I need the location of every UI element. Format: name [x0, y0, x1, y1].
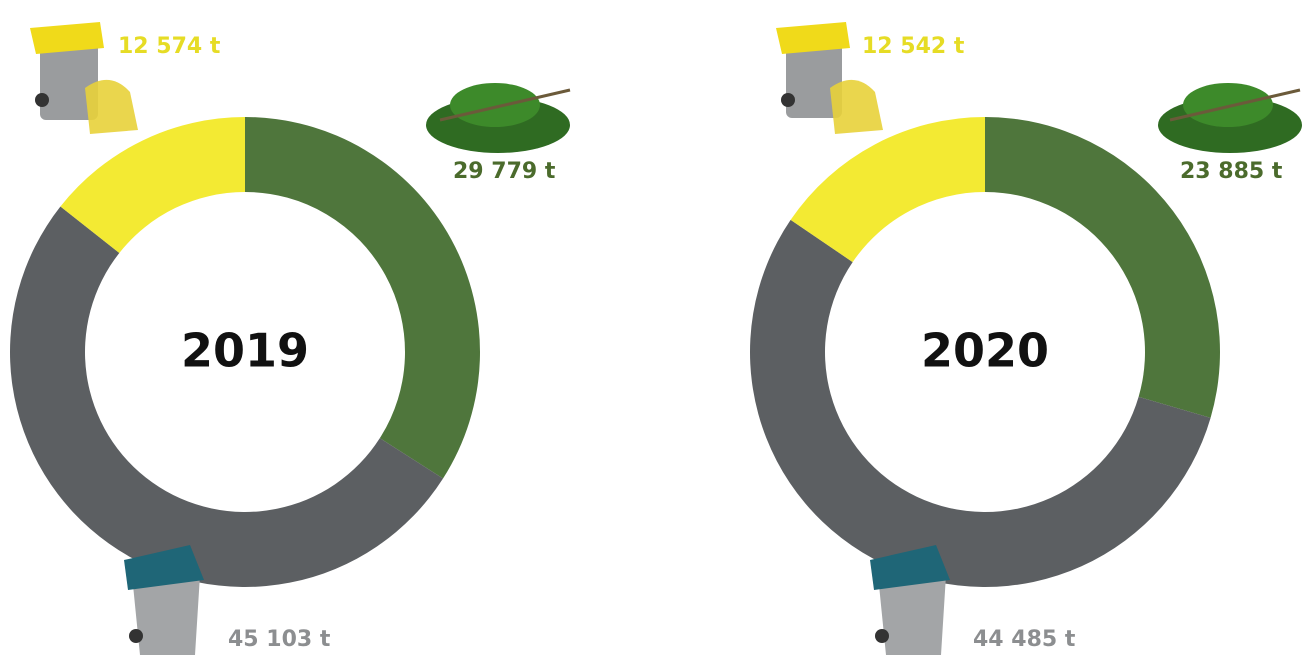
value-label: 23 885 t [1180, 159, 1283, 184]
chart-title: 2020 [921, 324, 1049, 378]
green-waste-icon [426, 83, 570, 153]
value-label: 29 779 t [453, 159, 556, 184]
donut-segment [10, 207, 443, 587]
gray-bin-icon [124, 545, 204, 655]
chart: 2019 2020 29 779 t 45 103 t 12 574 t 23 885 … [0, 0, 1304, 662]
value-label: 12 574 t [118, 34, 221, 59]
donut-segment [245, 117, 480, 479]
gray-bin-icon [870, 545, 950, 655]
chart-title: 2019 [181, 324, 309, 378]
value-label: 12 542 t [862, 34, 965, 59]
value-label: 45 103 t [228, 627, 331, 652]
green-waste-icon [1158, 83, 1302, 153]
value-label: 44 485 t [973, 627, 1076, 652]
